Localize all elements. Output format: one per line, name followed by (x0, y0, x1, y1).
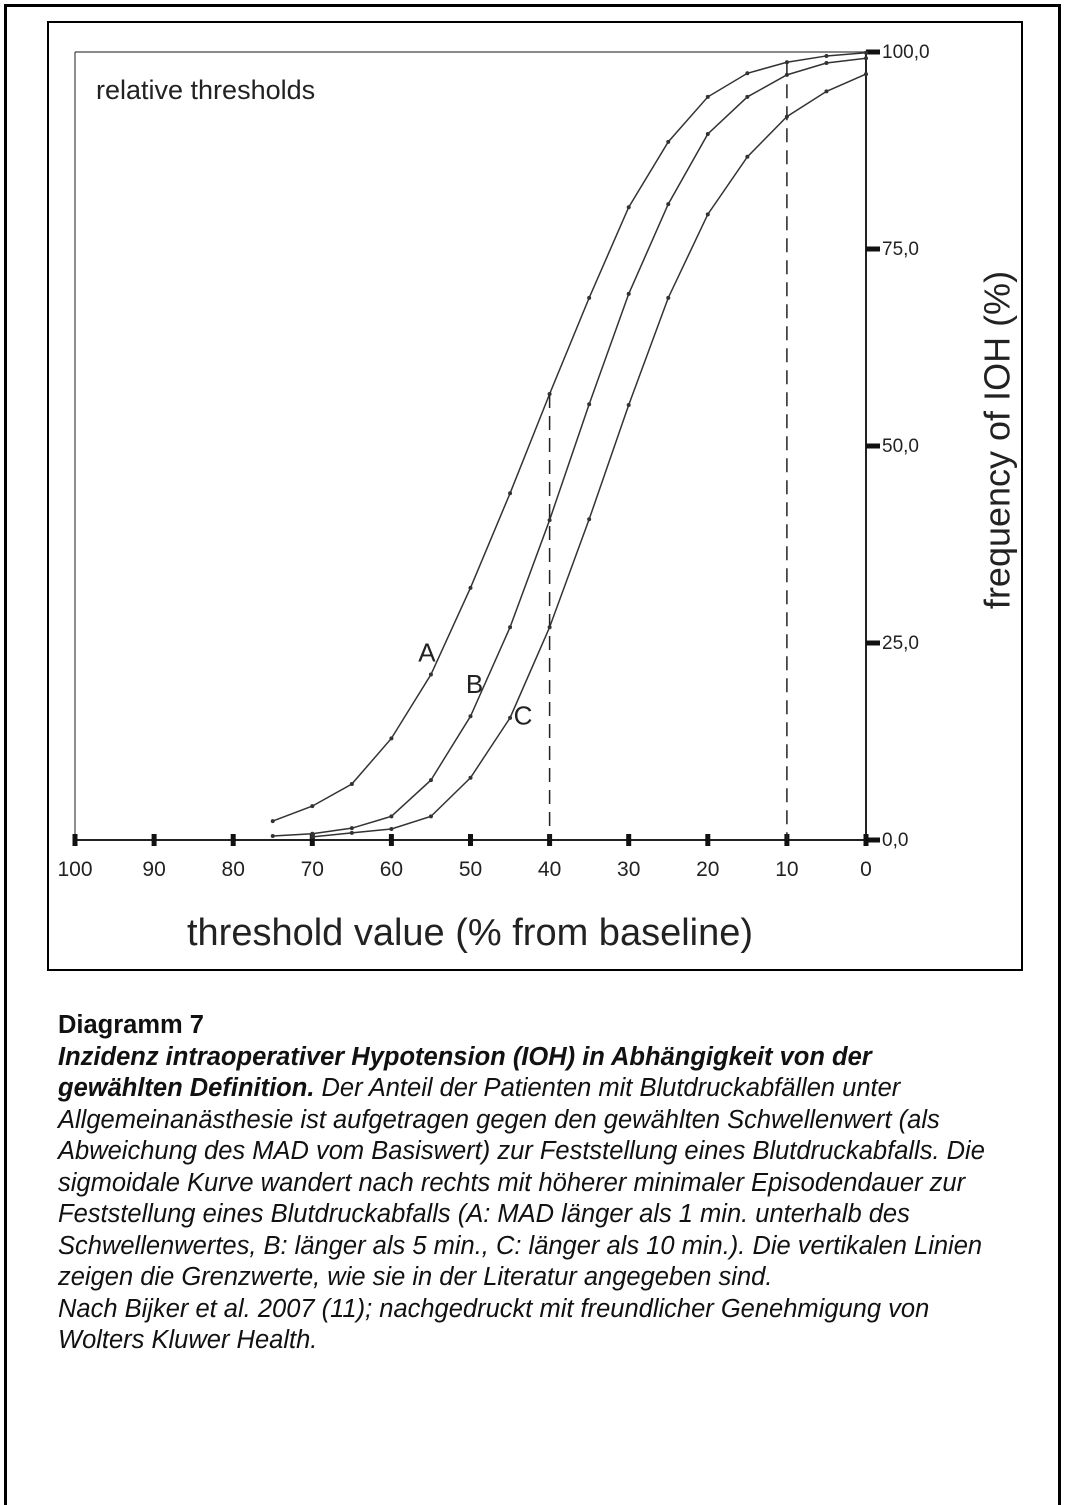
series-point (587, 517, 592, 522)
caption: Diagramm 7 Inzidenz intraoperativer Hypo… (58, 1010, 993, 1357)
series-point (389, 736, 394, 741)
series-point (310, 834, 315, 839)
x-tick-label: 80 (222, 858, 245, 881)
y-tick-label: 0,0 (882, 830, 908, 851)
series-point (587, 295, 592, 300)
series-point (468, 714, 473, 719)
series-point (508, 625, 513, 630)
chart-frame (47, 21, 1023, 971)
series-line (272, 52, 867, 822)
series-point (745, 71, 750, 76)
series-point (824, 61, 829, 66)
series-point (547, 391, 552, 396)
series-point (468, 585, 473, 590)
chart: relative thresholds threshold value (% f… (47, 21, 1023, 971)
series-point (666, 202, 671, 207)
y-tick-label: 50,0 (882, 436, 919, 457)
x-tick-label: 50 (459, 858, 482, 881)
series-point (864, 50, 868, 55)
caption-body: Der Anteil der Patienten mit Blutdruckab… (58, 1074, 985, 1291)
series-point (666, 295, 671, 300)
caption-source: Nach Bijker et al. 2007 (11); nachgedruc… (58, 1294, 930, 1355)
series-point (824, 89, 829, 94)
series-point (745, 154, 750, 159)
x-tick-label: 10 (775, 858, 798, 881)
series-point (626, 291, 631, 296)
x-tick-label: 20 (696, 858, 719, 881)
series-point (705, 131, 710, 136)
x-tick-label: 90 (142, 858, 165, 881)
series-point (784, 60, 789, 65)
series-point (587, 402, 592, 407)
series-point (428, 814, 433, 819)
series-point (270, 834, 275, 839)
series-point (389, 814, 394, 819)
series-point (784, 72, 789, 77)
series-point (468, 775, 473, 780)
series-point (428, 672, 433, 677)
series-point (626, 403, 631, 408)
x-tick-label: 0 (860, 858, 872, 881)
series-point (864, 72, 868, 77)
series-point (310, 804, 315, 809)
x-tick-label: 40 (538, 858, 561, 881)
series-point (428, 778, 433, 783)
y-tick-label: 75,0 (882, 239, 919, 260)
series-point (508, 491, 513, 496)
series-point (824, 53, 829, 58)
x-tick-label: 100 (57, 858, 92, 881)
y-tick-label: 25,0 (882, 633, 919, 654)
series-point (864, 56, 868, 61)
series-point (270, 819, 275, 824)
x-tick-label: 70 (301, 858, 324, 881)
x-axis-title: threshold value (% from baseline) (187, 912, 753, 954)
series-point (705, 212, 710, 217)
series-point (310, 831, 315, 836)
series-point (745, 94, 750, 99)
y-tick-label: 100,0 (882, 42, 930, 63)
series-label: B (466, 669, 483, 699)
series-label: C (514, 701, 533, 731)
series-point (508, 715, 513, 720)
x-tick-label: 30 (617, 858, 640, 881)
page-border (4, 4, 1061, 1505)
x-tick-label: 60 (380, 858, 403, 881)
series-point (349, 826, 354, 831)
series-point (389, 826, 394, 831)
series-point (547, 518, 552, 523)
series-point (547, 625, 552, 630)
series-line (312, 73, 867, 838)
series-point (666, 139, 671, 144)
caption-title: Inzidenz intraoperativer Hypotension (IO… (58, 1042, 872, 1103)
caption-label: Diagramm 7 (58, 1011, 204, 1039)
series-point (784, 114, 789, 119)
series-label: A (418, 637, 436, 667)
series-point (349, 830, 354, 835)
y-axis-title: frequency of IOH (%) (977, 271, 1018, 609)
annotation: relative thresholds (96, 75, 315, 105)
series-line (272, 57, 867, 837)
series-point (705, 94, 710, 99)
series-point (349, 782, 354, 787)
series-point (626, 205, 631, 210)
caption-paragraph: Inzidenz intraoperativer Hypotension (IO… (58, 1042, 993, 1294)
